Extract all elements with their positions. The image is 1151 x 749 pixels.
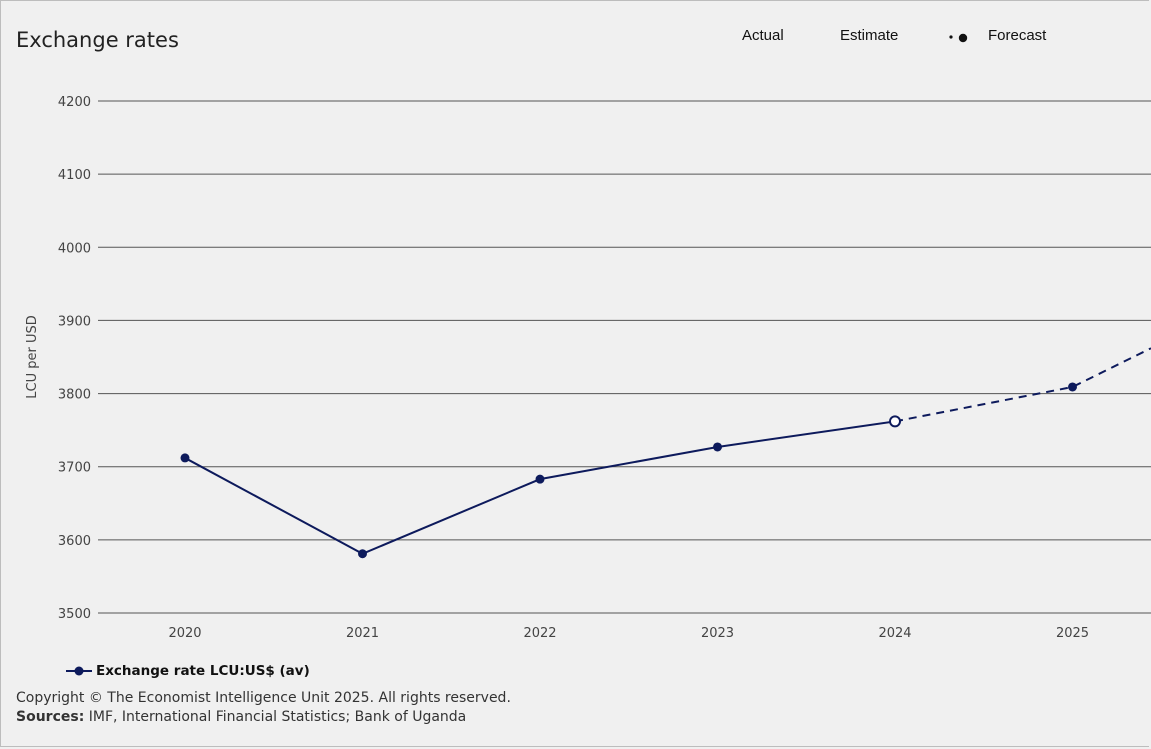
legend-series-icon — [66, 666, 92, 676]
y-axis-label: LCU per USD — [25, 315, 40, 398]
y-tick-label: 3600 — [58, 534, 91, 549]
x-tick-label: 2020 — [168, 626, 201, 641]
data-point-2024 — [889, 415, 901, 428]
x-tick-label: 2024 — [878, 626, 911, 641]
chart-legend: Exchange rate LCU:US$ (av) — [66, 663, 310, 679]
series-line-actual — [184, 420, 896, 555]
y-tick-label: 3500 — [58, 607, 91, 622]
data-point-2025 — [1068, 382, 1077, 392]
copyright-text: Copyright © The Economist Intelligence U… — [16, 690, 511, 706]
y-tick-label: 3700 — [58, 461, 91, 476]
series-line-forecast — [894, 347, 1151, 423]
x-tick-label: 2022 — [523, 626, 556, 641]
data-point-2022 — [535, 474, 545, 484]
data-point-2020 — [180, 453, 190, 463]
key-estimate: Estimate — [840, 27, 899, 44]
x-tick-label: 2025 — [1056, 626, 1089, 641]
sources-label: Sources: — [16, 709, 85, 725]
data-point-2021 — [358, 549, 367, 559]
x-tick-label: 2021 — [346, 626, 379, 641]
sources-text: Sources: IMF, International Financial St… — [16, 709, 466, 725]
line-chart: 3500 3600 3700 3800 3900 4000 4100 4200 LCU per … — [25, 95, 1151, 641]
data-point-2023 — [713, 442, 722, 452]
legend-series-label: Exchange rate LCU:US$ (av) — [96, 663, 310, 679]
forecast-marker-icon — [949, 33, 968, 43]
y-tick-label: 3900 — [58, 314, 91, 329]
x-tick-label: 2023 — [701, 626, 734, 641]
y-tick-label: 3800 — [58, 388, 91, 403]
y-tick-label: 4200 — [58, 95, 91, 110]
key-forecast: Forecast — [988, 27, 1047, 44]
chart-title: Exchange rates — [16, 28, 179, 52]
key-actual: Actual — [742, 27, 784, 44]
y-tick-label: 4000 — [58, 241, 91, 256]
sources-value: IMF, International Financial Statistics;… — [84, 709, 467, 725]
y-tick-label: 4100 — [58, 168, 91, 183]
